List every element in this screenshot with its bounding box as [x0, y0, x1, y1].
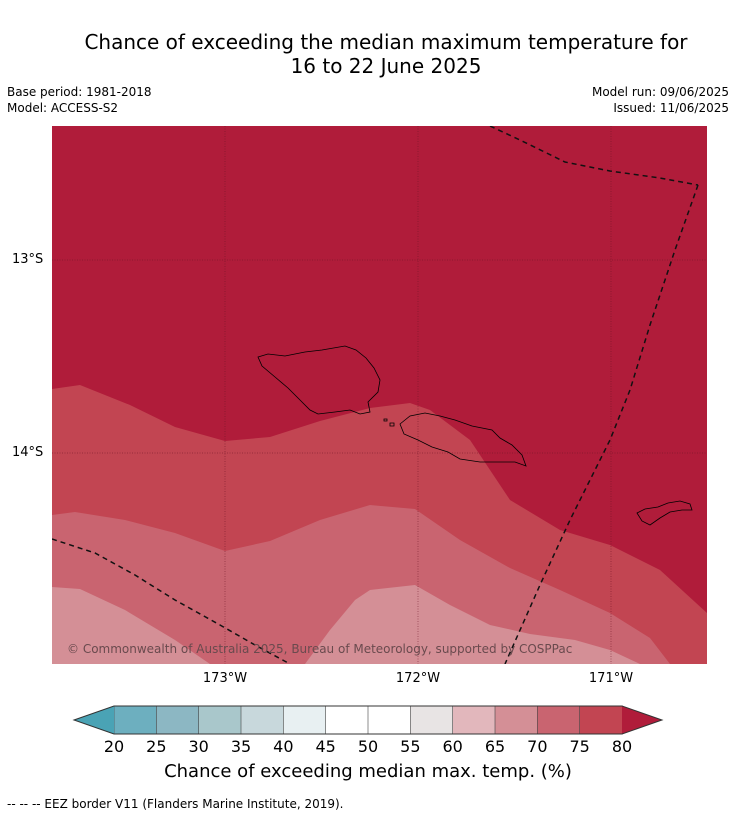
colorbar-segment: [198, 705, 242, 735]
meta-left: Base period: 1981-2018 Model: ACCESS-S2: [7, 84, 152, 116]
eez-footnote: -- -- -- EEZ border V11 (Flanders Marine…: [7, 797, 344, 811]
colorbar-tick-label: 25: [146, 737, 167, 756]
copyright-notice: © Commonwealth of Australia 2025, Bureau…: [67, 642, 573, 656]
map-area: [52, 126, 707, 664]
title-line-2: 16 to 22 June 2025: [290, 54, 482, 78]
island-upolu: [399, 412, 527, 467]
lat-label-14s: 14°S: [12, 445, 44, 460]
issued-label: Issued: 11/06/2025: [613, 101, 729, 115]
colorbar-segment: [283, 705, 327, 735]
colorbar-tick-label: 65: [484, 737, 506, 756]
colorbar-title: Chance of exceeding median max. temp. (%…: [164, 761, 572, 782]
eez-border-southwest: [52, 538, 291, 664]
colorbar-segment: [579, 705, 623, 735]
colorbar-tick-label: 45: [315, 737, 336, 756]
title-line-1: Chance of exceeding the median maximum t…: [84, 30, 688, 54]
graticule: [52, 126, 707, 664]
colorbar-segment: [494, 705, 539, 735]
colorbar: [72, 705, 664, 735]
lon-label-173w: 173°W: [202, 671, 248, 686]
eez-border-east: [504, 184, 699, 664]
colorbar-tick-label: 30: [188, 737, 209, 756]
colorbar-tick-label: 40: [273, 737, 294, 756]
colorbar-tick-label: 50: [357, 737, 379, 756]
colorbar-segment: [367, 705, 412, 735]
colorbar-segment: [156, 705, 200, 735]
eez-borders: [52, 126, 699, 664]
colorbar-segment: [452, 705, 496, 735]
band-70-75: [52, 505, 670, 664]
colorbar-segment: [240, 705, 285, 735]
island-tutuila: [636, 500, 693, 526]
map-title: Chance of exceeding the median maximum t…: [0, 30, 736, 78]
colorbar-tick-label: 35: [230, 737, 252, 756]
colorbar-tick-label: 55: [400, 737, 421, 756]
model-run-label: Model run: 09/06/2025: [591, 85, 729, 99]
model-label: Model: ACCESS-S2: [7, 101, 119, 115]
eez-border-north: [489, 126, 699, 186]
island-savaii: [257, 345, 381, 415]
colorbar-tick-label: 60: [442, 737, 463, 756]
islet-manono: [383, 418, 388, 422]
colorbar-low-extension: [74, 706, 114, 734]
colorbar-high-extension: [622, 706, 662, 734]
colorbar-tick-label: 70: [527, 737, 548, 756]
colorbar-segments: [113, 705, 623, 735]
colorbar-tick-label: 80: [611, 737, 633, 756]
colorbar-segment: [410, 705, 454, 735]
meta-right: Model run: 09/06/2025 Issued: 11/06/2025: [592, 84, 729, 116]
lat-label-13s: 13°S: [12, 252, 44, 267]
colorbar-segment: [325, 705, 369, 735]
lon-label-172w: 172°W: [395, 671, 441, 686]
colorbar-outline: [72, 705, 664, 735]
islands: [257, 345, 693, 526]
islet-apolima: [389, 422, 395, 427]
colorbar-segment: [537, 705, 581, 735]
lon-label-171w: 171°W: [588, 671, 634, 686]
colorbar-segment: [113, 705, 158, 735]
colorbar-tick-label: 75: [569, 737, 590, 756]
band-65-70: [52, 585, 640, 664]
colorbar-tick-label: 20: [103, 737, 125, 756]
base-period-label: Base period: 1981-2018: [7, 85, 152, 99]
